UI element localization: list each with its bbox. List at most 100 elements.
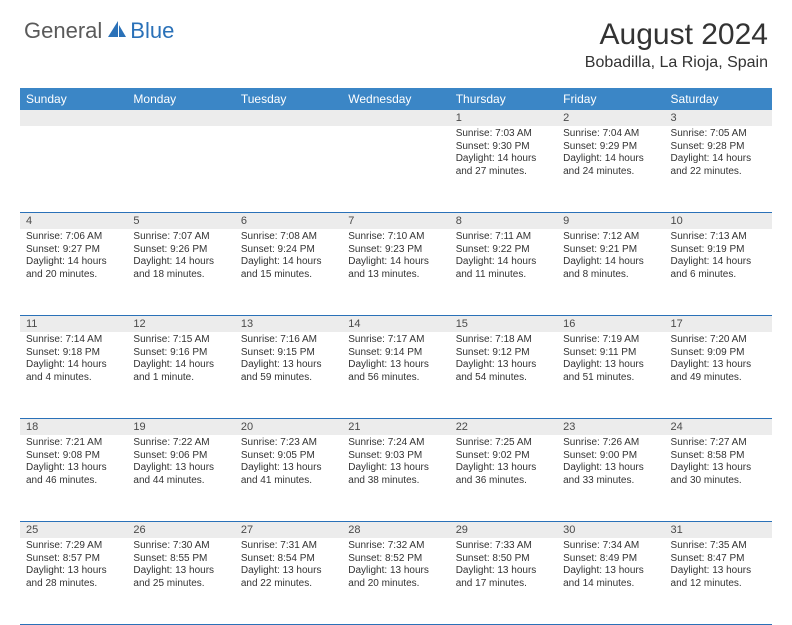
daylight-line: Daylight: 14 hours: [563, 153, 658, 166]
sunset-line: Sunset: 9:08 PM: [26, 450, 121, 463]
day-cell: Sunrise: 7:32 AMSunset: 8:52 PMDaylight:…: [342, 538, 449, 624]
sunrise-line: Sunrise: 7:34 AM: [563, 540, 658, 553]
daylight-line: and 27 minutes.: [456, 166, 551, 179]
day-cell: Sunrise: 7:16 AMSunset: 9:15 PMDaylight:…: [235, 332, 342, 418]
daylight-line: Daylight: 13 hours: [348, 359, 443, 372]
sunrise-line: Sunrise: 7:29 AM: [26, 540, 121, 553]
day-number: 7: [342, 213, 449, 229]
day-body: Sunrise: 7:19 AMSunset: 9:11 PMDaylight:…: [557, 332, 664, 388]
sunset-line: Sunset: 9:18 PM: [26, 347, 121, 360]
sunrise-line: Sunrise: 7:30 AM: [133, 540, 228, 553]
sunset-line: Sunset: 9:21 PM: [563, 244, 658, 257]
sunrise-line: Sunrise: 7:33 AM: [456, 540, 551, 553]
day-cell-empty: [235, 126, 342, 212]
sunset-line: Sunset: 9:09 PM: [671, 347, 766, 360]
day-cell: Sunrise: 7:34 AMSunset: 8:49 PMDaylight:…: [557, 538, 664, 624]
location: Bobadilla, La Rioja, Spain: [585, 54, 768, 72]
day-number: 30: [557, 522, 664, 538]
day-number: 23: [557, 419, 664, 435]
day-body: Sunrise: 7:13 AMSunset: 9:19 PMDaylight:…: [665, 229, 772, 285]
daylight-line: and 44 minutes.: [133, 475, 228, 488]
daylight-line: and 20 minutes.: [348, 578, 443, 591]
day-number: 14: [342, 316, 449, 332]
daylight-line: and 41 minutes.: [241, 475, 336, 488]
sunrise-line: Sunrise: 7:31 AM: [241, 540, 336, 553]
day-of-week-header: SundayMondayTuesdayWednesdayThursdayFrid…: [20, 88, 772, 110]
day-body: Sunrise: 7:08 AMSunset: 9:24 PMDaylight:…: [235, 229, 342, 285]
week-row: Sunrise: 7:21 AMSunset: 9:08 PMDaylight:…: [20, 435, 772, 522]
day-body: Sunrise: 7:27 AMSunset: 8:58 PMDaylight:…: [665, 435, 772, 491]
day-number: 15: [450, 316, 557, 332]
daylight-line: Daylight: 13 hours: [456, 462, 551, 475]
day-cell: Sunrise: 7:10 AMSunset: 9:23 PMDaylight:…: [342, 229, 449, 315]
daylight-line: and 36 minutes.: [456, 475, 551, 488]
daylight-line: Daylight: 13 hours: [241, 462, 336, 475]
sunset-line: Sunset: 8:49 PM: [563, 553, 658, 566]
sunset-line: Sunset: 9:26 PM: [133, 244, 228, 257]
sunrise-line: Sunrise: 7:18 AM: [456, 334, 551, 347]
day-body: Sunrise: 7:20 AMSunset: 9:09 PMDaylight:…: [665, 332, 772, 388]
daylight-line: Daylight: 13 hours: [241, 359, 336, 372]
day-cell: Sunrise: 7:06 AMSunset: 9:27 PMDaylight:…: [20, 229, 127, 315]
day-number: 10: [665, 213, 772, 229]
day-cell: Sunrise: 7:05 AMSunset: 9:28 PMDaylight:…: [665, 126, 772, 212]
day-cell: Sunrise: 7:26 AMSunset: 9:00 PMDaylight:…: [557, 435, 664, 521]
daynum-row: 123: [20, 110, 772, 126]
daylight-line: Daylight: 14 hours: [671, 256, 766, 269]
day-body: Sunrise: 7:10 AMSunset: 9:23 PMDaylight:…: [342, 229, 449, 285]
daylight-line: Daylight: 14 hours: [563, 256, 658, 269]
daylight-line: Daylight: 14 hours: [456, 153, 551, 166]
sunrise-line: Sunrise: 7:10 AM: [348, 231, 443, 244]
daylight-line: and 22 minutes.: [241, 578, 336, 591]
dow-wednesday: Wednesday: [342, 88, 449, 110]
daylight-line: Daylight: 13 hours: [348, 462, 443, 475]
daylight-line: Daylight: 13 hours: [133, 565, 228, 578]
day-cell: Sunrise: 7:30 AMSunset: 8:55 PMDaylight:…: [127, 538, 234, 624]
day-number: 3: [665, 110, 772, 126]
daylight-line: Daylight: 13 hours: [348, 565, 443, 578]
daylight-line: and 11 minutes.: [456, 269, 551, 282]
sunset-line: Sunset: 9:19 PM: [671, 244, 766, 257]
day-number: 6: [235, 213, 342, 229]
day-number: 12: [127, 316, 234, 332]
daylight-line: and 54 minutes.: [456, 372, 551, 385]
daylight-line: Daylight: 13 hours: [456, 565, 551, 578]
day-body: Sunrise: 7:04 AMSunset: 9:29 PMDaylight:…: [557, 126, 664, 182]
month-title: August 2024: [585, 18, 768, 52]
day-cell: Sunrise: 7:20 AMSunset: 9:09 PMDaylight:…: [665, 332, 772, 418]
daylight-line: and 38 minutes.: [348, 475, 443, 488]
daylight-line: and 12 minutes.: [671, 578, 766, 591]
day-cell: Sunrise: 7:24 AMSunset: 9:03 PMDaylight:…: [342, 435, 449, 521]
daylight-line: and 6 minutes.: [671, 269, 766, 282]
daylight-line: Daylight: 14 hours: [456, 256, 551, 269]
header: General Blue August 2024 Bobadilla, La R…: [0, 0, 792, 80]
sunset-line: Sunset: 9:28 PM: [671, 141, 766, 154]
sunrise-line: Sunrise: 7:20 AM: [671, 334, 766, 347]
day-cell: Sunrise: 7:14 AMSunset: 9:18 PMDaylight:…: [20, 332, 127, 418]
day-cell: Sunrise: 7:23 AMSunset: 9:05 PMDaylight:…: [235, 435, 342, 521]
day-body: Sunrise: 7:12 AMSunset: 9:21 PMDaylight:…: [557, 229, 664, 285]
day-body: Sunrise: 7:14 AMSunset: 9:18 PMDaylight:…: [20, 332, 127, 388]
day-number: 26: [127, 522, 234, 538]
day-cell: Sunrise: 7:21 AMSunset: 9:08 PMDaylight:…: [20, 435, 127, 521]
day-number: 27: [235, 522, 342, 538]
daylight-line: Daylight: 13 hours: [26, 462, 121, 475]
day-body: Sunrise: 7:34 AMSunset: 8:49 PMDaylight:…: [557, 538, 664, 594]
sunrise-line: Sunrise: 7:24 AM: [348, 437, 443, 450]
day-body: Sunrise: 7:32 AMSunset: 8:52 PMDaylight:…: [342, 538, 449, 594]
daynum-row: 18192021222324: [20, 419, 772, 435]
daylight-line: and 18 minutes.: [133, 269, 228, 282]
day-number: 25: [20, 522, 127, 538]
week-row: Sunrise: 7:14 AMSunset: 9:18 PMDaylight:…: [20, 332, 772, 419]
day-cell: Sunrise: 7:25 AMSunset: 9:02 PMDaylight:…: [450, 435, 557, 521]
sunset-line: Sunset: 9:22 PM: [456, 244, 551, 257]
dow-tuesday: Tuesday: [235, 88, 342, 110]
day-cell: Sunrise: 7:03 AMSunset: 9:30 PMDaylight:…: [450, 126, 557, 212]
daylight-line: and 4 minutes.: [26, 372, 121, 385]
day-number: [342, 110, 449, 126]
sunset-line: Sunset: 9:27 PM: [26, 244, 121, 257]
sunset-line: Sunset: 9:03 PM: [348, 450, 443, 463]
daylight-line: Daylight: 13 hours: [671, 359, 766, 372]
sunrise-line: Sunrise: 7:11 AM: [456, 231, 551, 244]
sunset-line: Sunset: 8:58 PM: [671, 450, 766, 463]
